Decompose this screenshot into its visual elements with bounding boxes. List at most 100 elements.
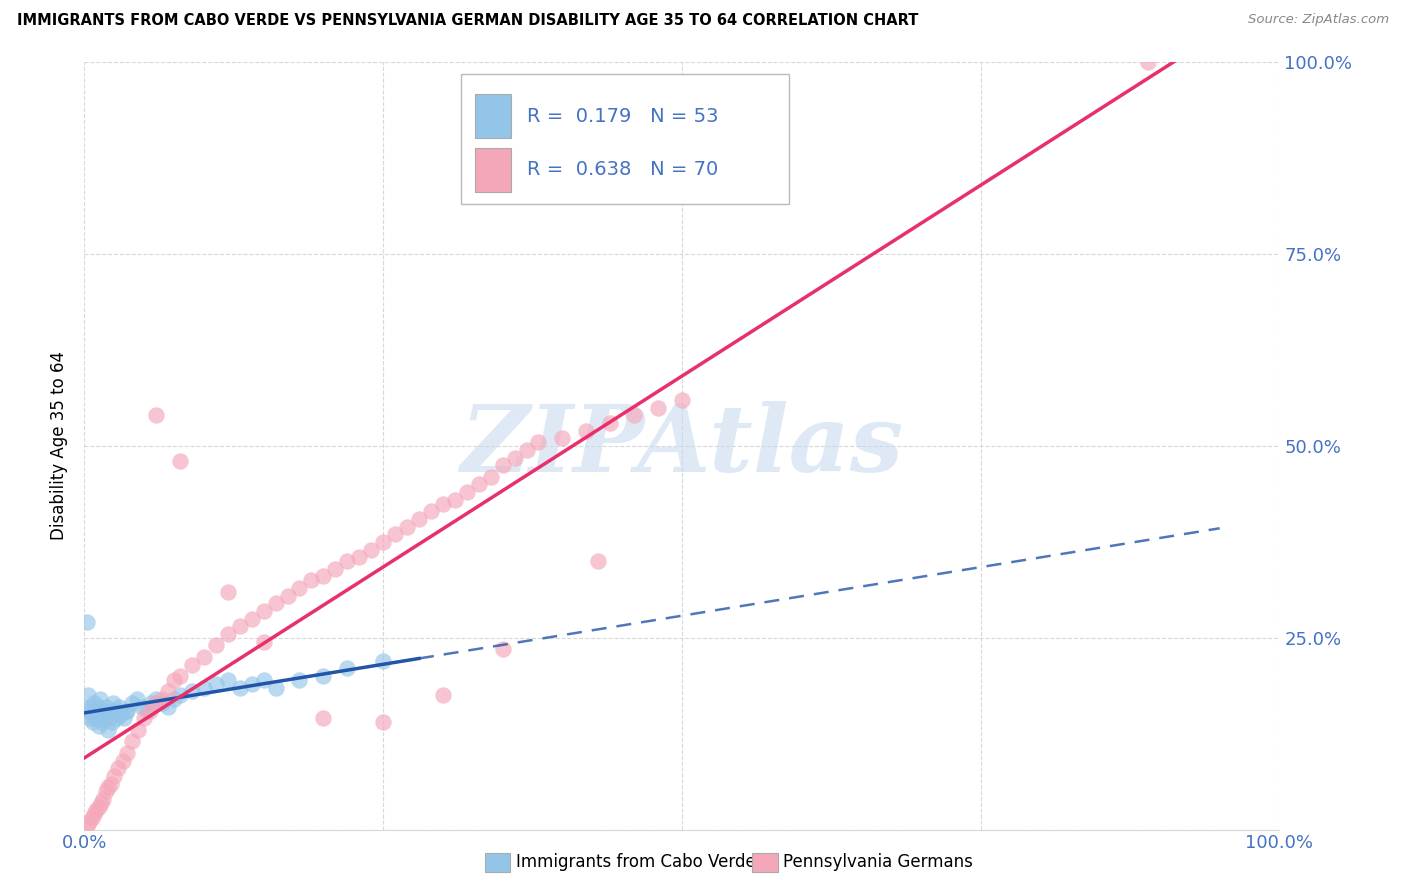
Point xyxy=(150,692,173,706)
Point xyxy=(127,723,149,737)
Point xyxy=(87,719,110,733)
Point xyxy=(384,527,406,541)
Point xyxy=(623,409,645,423)
Point xyxy=(100,704,122,718)
Y-axis label: Disability Age 35 to 64: Disability Age 35 to 64 xyxy=(51,351,69,541)
Point xyxy=(105,711,128,725)
Point xyxy=(77,689,100,703)
Point xyxy=(229,619,252,633)
Point xyxy=(157,699,180,714)
Point xyxy=(90,707,112,722)
Point xyxy=(89,692,111,706)
FancyBboxPatch shape xyxy=(461,74,790,204)
Point xyxy=(588,554,610,568)
Text: R =  0.179   N = 53: R = 0.179 N = 53 xyxy=(527,107,718,126)
Point xyxy=(229,681,252,695)
Point xyxy=(115,704,138,718)
Point xyxy=(112,711,135,725)
Point xyxy=(288,673,311,687)
Point xyxy=(117,746,139,760)
Point xyxy=(83,807,105,822)
FancyBboxPatch shape xyxy=(475,94,510,138)
Point xyxy=(131,699,153,714)
Text: ZIPAtlas: ZIPAtlas xyxy=(460,401,904,491)
Point xyxy=(117,704,139,718)
Point xyxy=(671,392,693,407)
Point xyxy=(97,780,120,795)
Point xyxy=(360,542,382,557)
Point xyxy=(80,811,103,825)
Point xyxy=(107,761,129,775)
Point xyxy=(432,496,454,510)
Point xyxy=(76,819,98,833)
Text: Source: ZipAtlas.com: Source: ZipAtlas.com xyxy=(1249,13,1389,27)
Text: Immigrants from Cabo Verde: Immigrants from Cabo Verde xyxy=(516,853,756,871)
Point xyxy=(75,704,97,718)
Text: Pennsylvania Germans: Pennsylvania Germans xyxy=(783,853,973,871)
Point xyxy=(79,699,101,714)
Point xyxy=(1137,55,1160,70)
Point xyxy=(121,696,143,710)
Point xyxy=(456,485,478,500)
Point xyxy=(103,704,125,718)
Point xyxy=(163,673,186,687)
Point xyxy=(575,424,598,438)
Point xyxy=(157,684,180,698)
Point xyxy=(288,581,311,595)
Point xyxy=(101,696,124,710)
Point xyxy=(86,711,108,725)
Point xyxy=(86,699,108,714)
Point xyxy=(312,669,335,683)
Point xyxy=(84,704,107,718)
Point xyxy=(135,704,157,718)
Point xyxy=(217,627,239,641)
Point xyxy=(91,715,114,730)
Point xyxy=(145,696,167,710)
Point xyxy=(169,454,191,468)
FancyBboxPatch shape xyxy=(475,147,510,192)
Point xyxy=(93,704,115,718)
Point xyxy=(145,692,167,706)
Point xyxy=(217,584,239,599)
Point xyxy=(121,734,143,748)
Point xyxy=(101,715,124,730)
Point xyxy=(193,649,215,664)
Point xyxy=(408,512,430,526)
Point xyxy=(349,550,371,565)
Point xyxy=(169,689,191,703)
Point xyxy=(420,504,443,518)
Point xyxy=(468,477,491,491)
Point xyxy=(193,681,215,695)
Point xyxy=(253,604,276,618)
Point xyxy=(205,677,228,691)
Point xyxy=(139,704,162,718)
Point xyxy=(325,562,347,576)
Point xyxy=(96,707,118,722)
Point xyxy=(264,681,287,695)
Point xyxy=(396,519,419,533)
Point xyxy=(98,711,121,725)
Point xyxy=(516,442,538,457)
Point xyxy=(527,435,550,450)
Point xyxy=(108,699,131,714)
Point xyxy=(492,642,515,657)
Text: R =  0.638   N = 70: R = 0.638 N = 70 xyxy=(527,161,718,179)
Point xyxy=(141,696,163,710)
Point xyxy=(277,589,299,603)
Point xyxy=(145,409,167,423)
Point xyxy=(169,669,191,683)
Point xyxy=(312,711,335,725)
Point xyxy=(87,799,110,814)
Point xyxy=(77,814,100,829)
Point xyxy=(492,458,515,473)
Point xyxy=(432,689,454,703)
Point xyxy=(103,769,125,783)
Point xyxy=(253,673,276,687)
Point xyxy=(205,639,228,653)
Point xyxy=(217,673,239,687)
Point xyxy=(599,416,621,430)
Point xyxy=(301,573,323,587)
Point xyxy=(479,469,502,483)
Point xyxy=(94,699,117,714)
Point xyxy=(312,569,335,583)
